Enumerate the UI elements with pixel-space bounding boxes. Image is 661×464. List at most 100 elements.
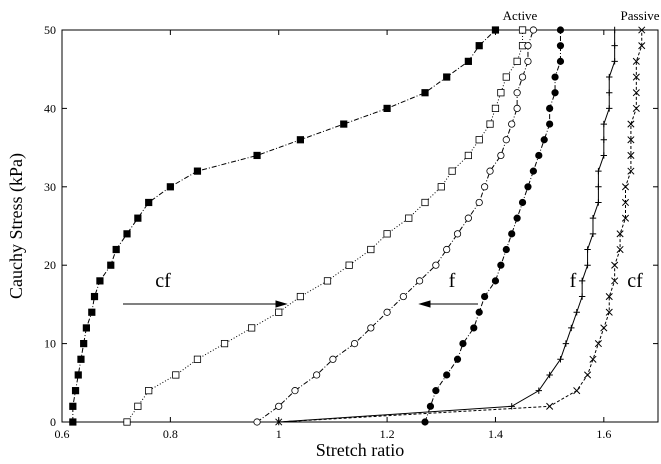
marker	[594, 340, 602, 348]
series-line	[424, 30, 561, 423]
marker	[96, 277, 104, 285]
marker	[611, 261, 619, 269]
marker	[491, 104, 500, 112]
marker	[513, 57, 521, 65]
arrow-head	[418, 300, 431, 308]
marker	[383, 230, 391, 238]
marker	[193, 167, 202, 175]
marker	[448, 167, 456, 175]
marker	[513, 214, 521, 222]
marker	[443, 371, 451, 379]
marker	[573, 387, 581, 395]
marker	[437, 183, 445, 191]
marker	[275, 418, 283, 426]
marker	[134, 402, 142, 410]
y-axis-title: Cauchy Stress (kPa)	[6, 153, 27, 299]
marker	[632, 73, 640, 81]
marker	[568, 324, 575, 332]
marker	[470, 324, 478, 332]
marker	[546, 104, 554, 113]
marker	[432, 387, 440, 395]
marker	[421, 198, 429, 207]
marker	[502, 136, 510, 144]
y-tick-label: 20	[44, 258, 56, 272]
marker	[296, 292, 305, 301]
marker	[502, 73, 510, 81]
marker	[627, 136, 635, 144]
marker	[529, 167, 537, 175]
x-axis-title: Stretch ratio	[316, 440, 404, 460]
y-tick-label: 10	[44, 337, 56, 351]
marker	[546, 371, 553, 379]
marker	[584, 246, 591, 253]
marker	[367, 245, 375, 254]
marker	[123, 230, 131, 238]
marker	[296, 136, 305, 144]
marker	[605, 308, 613, 316]
marker	[518, 26, 527, 34]
marker	[193, 355, 202, 363]
marker	[556, 42, 565, 50]
marker	[475, 136, 483, 144]
marker	[405, 214, 413, 222]
marker	[627, 167, 635, 175]
marker	[88, 308, 96, 316]
marker	[611, 42, 618, 49]
x-tick-label: 1.4	[488, 427, 503, 441]
marker	[573, 309, 580, 316]
x-tick-label: 1	[276, 427, 282, 441]
marker	[253, 418, 261, 426]
marker	[621, 214, 630, 222]
marker	[220, 339, 229, 348]
marker	[69, 418, 77, 426]
marker	[481, 292, 489, 301]
marker	[589, 355, 597, 363]
x-tick-label: 1.2	[380, 427, 395, 441]
marker	[107, 261, 115, 269]
marker	[399, 292, 407, 301]
marker	[535, 387, 542, 394]
marker	[69, 402, 77, 410]
marker	[621, 198, 630, 207]
marker	[77, 355, 85, 363]
marker	[248, 324, 256, 332]
marker	[82, 324, 90, 332]
annotation: f	[449, 270, 456, 292]
annotation: Active	[503, 8, 538, 23]
marker	[443, 73, 451, 81]
marker	[557, 356, 564, 363]
marker	[74, 371, 82, 379]
marker	[443, 245, 451, 254]
marker	[508, 403, 515, 410]
plot-frame	[61, 29, 659, 423]
marker	[275, 402, 283, 410]
marker	[345, 261, 353, 269]
marker	[426, 402, 435, 410]
marker	[600, 152, 608, 159]
marker	[491, 26, 500, 34]
marker	[464, 151, 472, 160]
y-tick-label: 50	[44, 23, 56, 37]
marker	[421, 89, 429, 97]
marker	[595, 167, 602, 175]
marker	[145, 198, 153, 207]
marker	[486, 120, 494, 128]
marker	[453, 230, 462, 238]
marker	[481, 183, 489, 191]
marker	[112, 245, 120, 254]
series-line	[126, 30, 524, 423]
marker	[621, 183, 630, 191]
marker	[383, 308, 391, 316]
marker	[253, 151, 261, 160]
marker	[464, 57, 472, 65]
marker	[497, 261, 505, 269]
marker	[513, 104, 521, 113]
marker	[529, 26, 537, 34]
marker	[627, 151, 635, 159]
marker	[421, 418, 429, 426]
y-tick-label: 0	[50, 415, 56, 429]
marker	[524, 42, 532, 50]
marker	[464, 214, 472, 222]
marker	[546, 120, 554, 128]
